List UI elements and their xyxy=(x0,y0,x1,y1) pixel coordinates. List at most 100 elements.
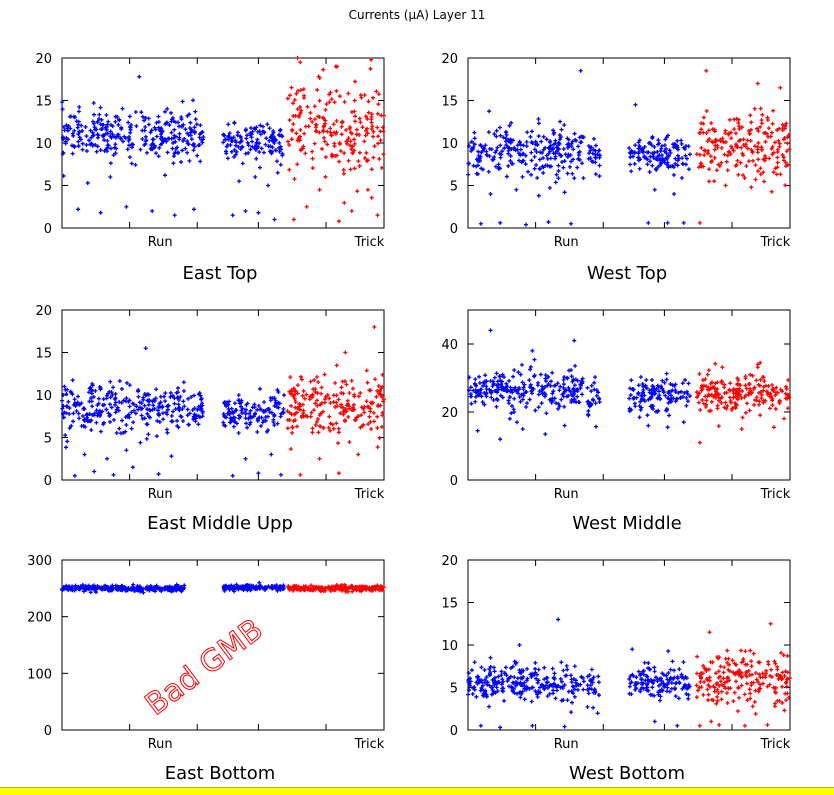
data-point xyxy=(569,368,574,373)
data-point xyxy=(558,119,563,124)
data-point xyxy=(271,417,276,422)
data-point xyxy=(714,671,719,676)
data-point xyxy=(545,383,550,388)
data-point xyxy=(557,404,562,409)
data-point xyxy=(291,101,296,106)
data-point xyxy=(720,682,725,687)
data-point xyxy=(331,122,336,127)
data-point xyxy=(745,669,750,674)
data-point xyxy=(333,381,338,386)
data-point xyxy=(647,169,652,174)
data-point xyxy=(467,688,472,693)
data-point xyxy=(62,128,67,133)
data-point xyxy=(243,127,248,132)
data-point xyxy=(646,397,651,402)
data-point xyxy=(778,172,783,177)
data-point xyxy=(631,387,636,392)
data-point xyxy=(716,691,721,696)
data-point xyxy=(253,127,258,132)
data-point xyxy=(556,140,561,145)
data-point xyxy=(110,124,115,129)
data-point xyxy=(307,587,312,592)
data-point xyxy=(596,390,601,395)
data-point xyxy=(81,585,86,590)
data-point xyxy=(636,140,641,145)
data-point xyxy=(666,153,671,158)
outlier-point xyxy=(569,221,574,226)
data-point xyxy=(572,397,577,402)
data-point xyxy=(63,139,68,144)
data-point xyxy=(484,391,489,396)
data-point xyxy=(537,167,542,172)
data-point xyxy=(246,143,251,148)
data-point xyxy=(121,139,125,144)
data-point xyxy=(193,109,198,114)
data-point xyxy=(322,135,327,140)
data-point xyxy=(569,159,574,164)
data-point xyxy=(153,396,158,401)
data-point xyxy=(785,406,790,411)
data-point xyxy=(646,666,650,671)
data-point xyxy=(786,695,791,700)
data-point xyxy=(679,141,684,146)
data-point xyxy=(632,396,637,401)
data-point xyxy=(200,140,205,145)
data-point xyxy=(181,122,186,127)
data-point xyxy=(66,399,71,404)
data-point xyxy=(782,416,787,421)
data-point xyxy=(488,671,493,676)
data-point xyxy=(502,146,507,151)
data-point xyxy=(359,95,364,100)
data-point xyxy=(290,424,295,429)
data-point xyxy=(497,125,502,130)
data-point xyxy=(351,402,356,407)
data-point xyxy=(713,143,718,148)
outlier-point xyxy=(266,183,271,188)
data-point xyxy=(82,419,87,424)
data-point xyxy=(297,112,302,117)
data-point xyxy=(581,176,586,181)
data-point xyxy=(156,154,161,159)
data-point xyxy=(335,404,340,409)
data-point xyxy=(719,395,724,400)
data-point xyxy=(628,155,633,160)
data-point xyxy=(670,659,675,664)
data-point xyxy=(346,414,351,419)
data-point xyxy=(664,135,669,140)
data-point xyxy=(365,158,370,163)
data-point xyxy=(677,156,681,161)
data-point xyxy=(770,387,775,392)
data-point xyxy=(518,680,523,685)
data-point xyxy=(737,695,742,700)
data-point xyxy=(90,413,95,418)
data-point xyxy=(146,432,151,437)
data-point xyxy=(248,147,253,152)
data-point xyxy=(569,710,574,715)
data-point xyxy=(171,161,176,166)
data-point xyxy=(636,383,641,388)
data-point xyxy=(151,143,156,148)
data-point xyxy=(570,171,575,176)
data-point xyxy=(295,391,300,396)
data-point xyxy=(686,692,691,697)
data-point xyxy=(541,147,546,152)
data-point xyxy=(469,668,474,673)
data-point xyxy=(494,371,499,376)
data-point xyxy=(373,586,378,591)
data-point xyxy=(704,398,709,403)
data-point xyxy=(378,138,383,143)
data-point xyxy=(713,381,718,386)
data-point xyxy=(506,151,511,156)
data-point xyxy=(117,400,122,405)
data-point xyxy=(699,145,704,150)
data-point xyxy=(593,401,598,406)
data-point xyxy=(145,411,150,416)
data-point xyxy=(228,420,233,425)
data-point xyxy=(95,144,100,149)
data-point xyxy=(108,419,113,424)
data-point xyxy=(73,583,78,588)
data-point xyxy=(480,167,485,172)
outlier-point xyxy=(349,209,354,213)
data-point xyxy=(700,378,705,383)
data-point xyxy=(199,397,204,402)
